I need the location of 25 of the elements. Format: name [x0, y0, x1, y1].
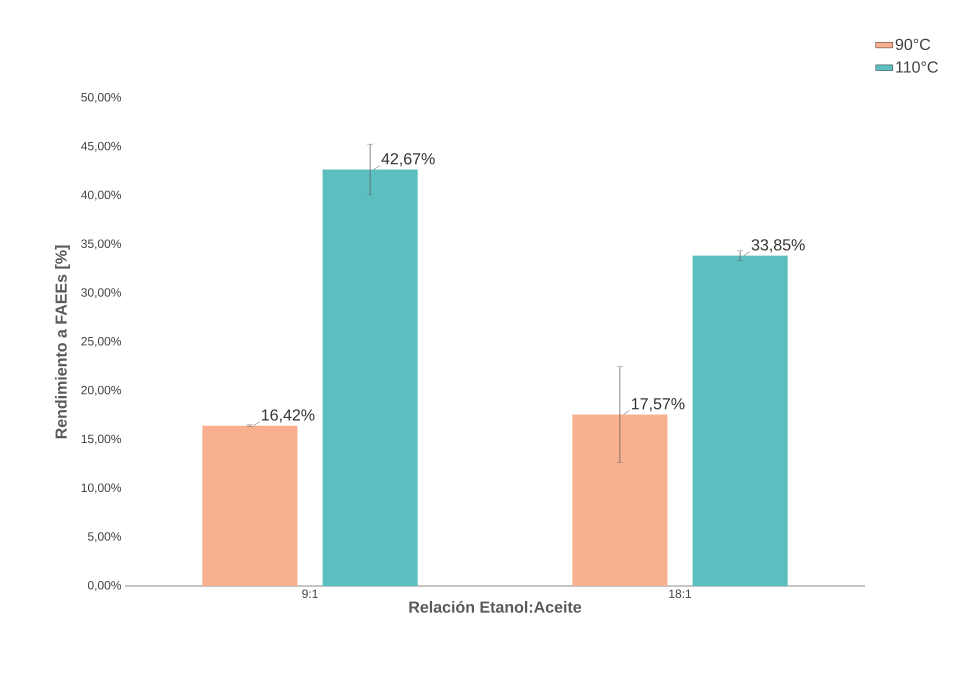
y-axis-title: Rendimiento a FAEEs [%] [55, 246, 70, 438]
data-label: 16,42% [262, 409, 314, 423]
y-tick-label: 25,00% [81, 337, 122, 347]
x-tick-label: 9:1 [302, 590, 318, 598]
y-tick-label: 15,00% [82, 434, 122, 445]
y-tick-label: 30,00% [81, 288, 122, 298]
x-tick-label: 18:1 [669, 590, 692, 598]
data-label: 17,57% [632, 398, 684, 412]
y-tick-label: 40,00% [81, 190, 122, 201]
y-tick-label: 50,00% [81, 93, 122, 103]
legend-label: 90°C [896, 38, 930, 50]
y-tick-label: 35,00% [81, 239, 122, 250]
data-label: 33,85% [752, 239, 805, 252]
y-tick-label: 20,00% [81, 386, 122, 396]
bar [692, 256, 788, 586]
y-tick-label: 0,00% [88, 581, 122, 591]
y-tick-label: 10,00% [82, 483, 122, 494]
bar [572, 414, 668, 586]
legend-label: 110°C [896, 61, 938, 73]
y-tick-label: 45,00% [81, 142, 122, 152]
x-axis-title: Relación Etanol:Aceite [409, 600, 582, 613]
bar [322, 170, 418, 586]
y-tick-label: 5,00% [88, 532, 122, 542]
bar [202, 426, 298, 586]
data-label: 42,67% [381, 153, 435, 166]
